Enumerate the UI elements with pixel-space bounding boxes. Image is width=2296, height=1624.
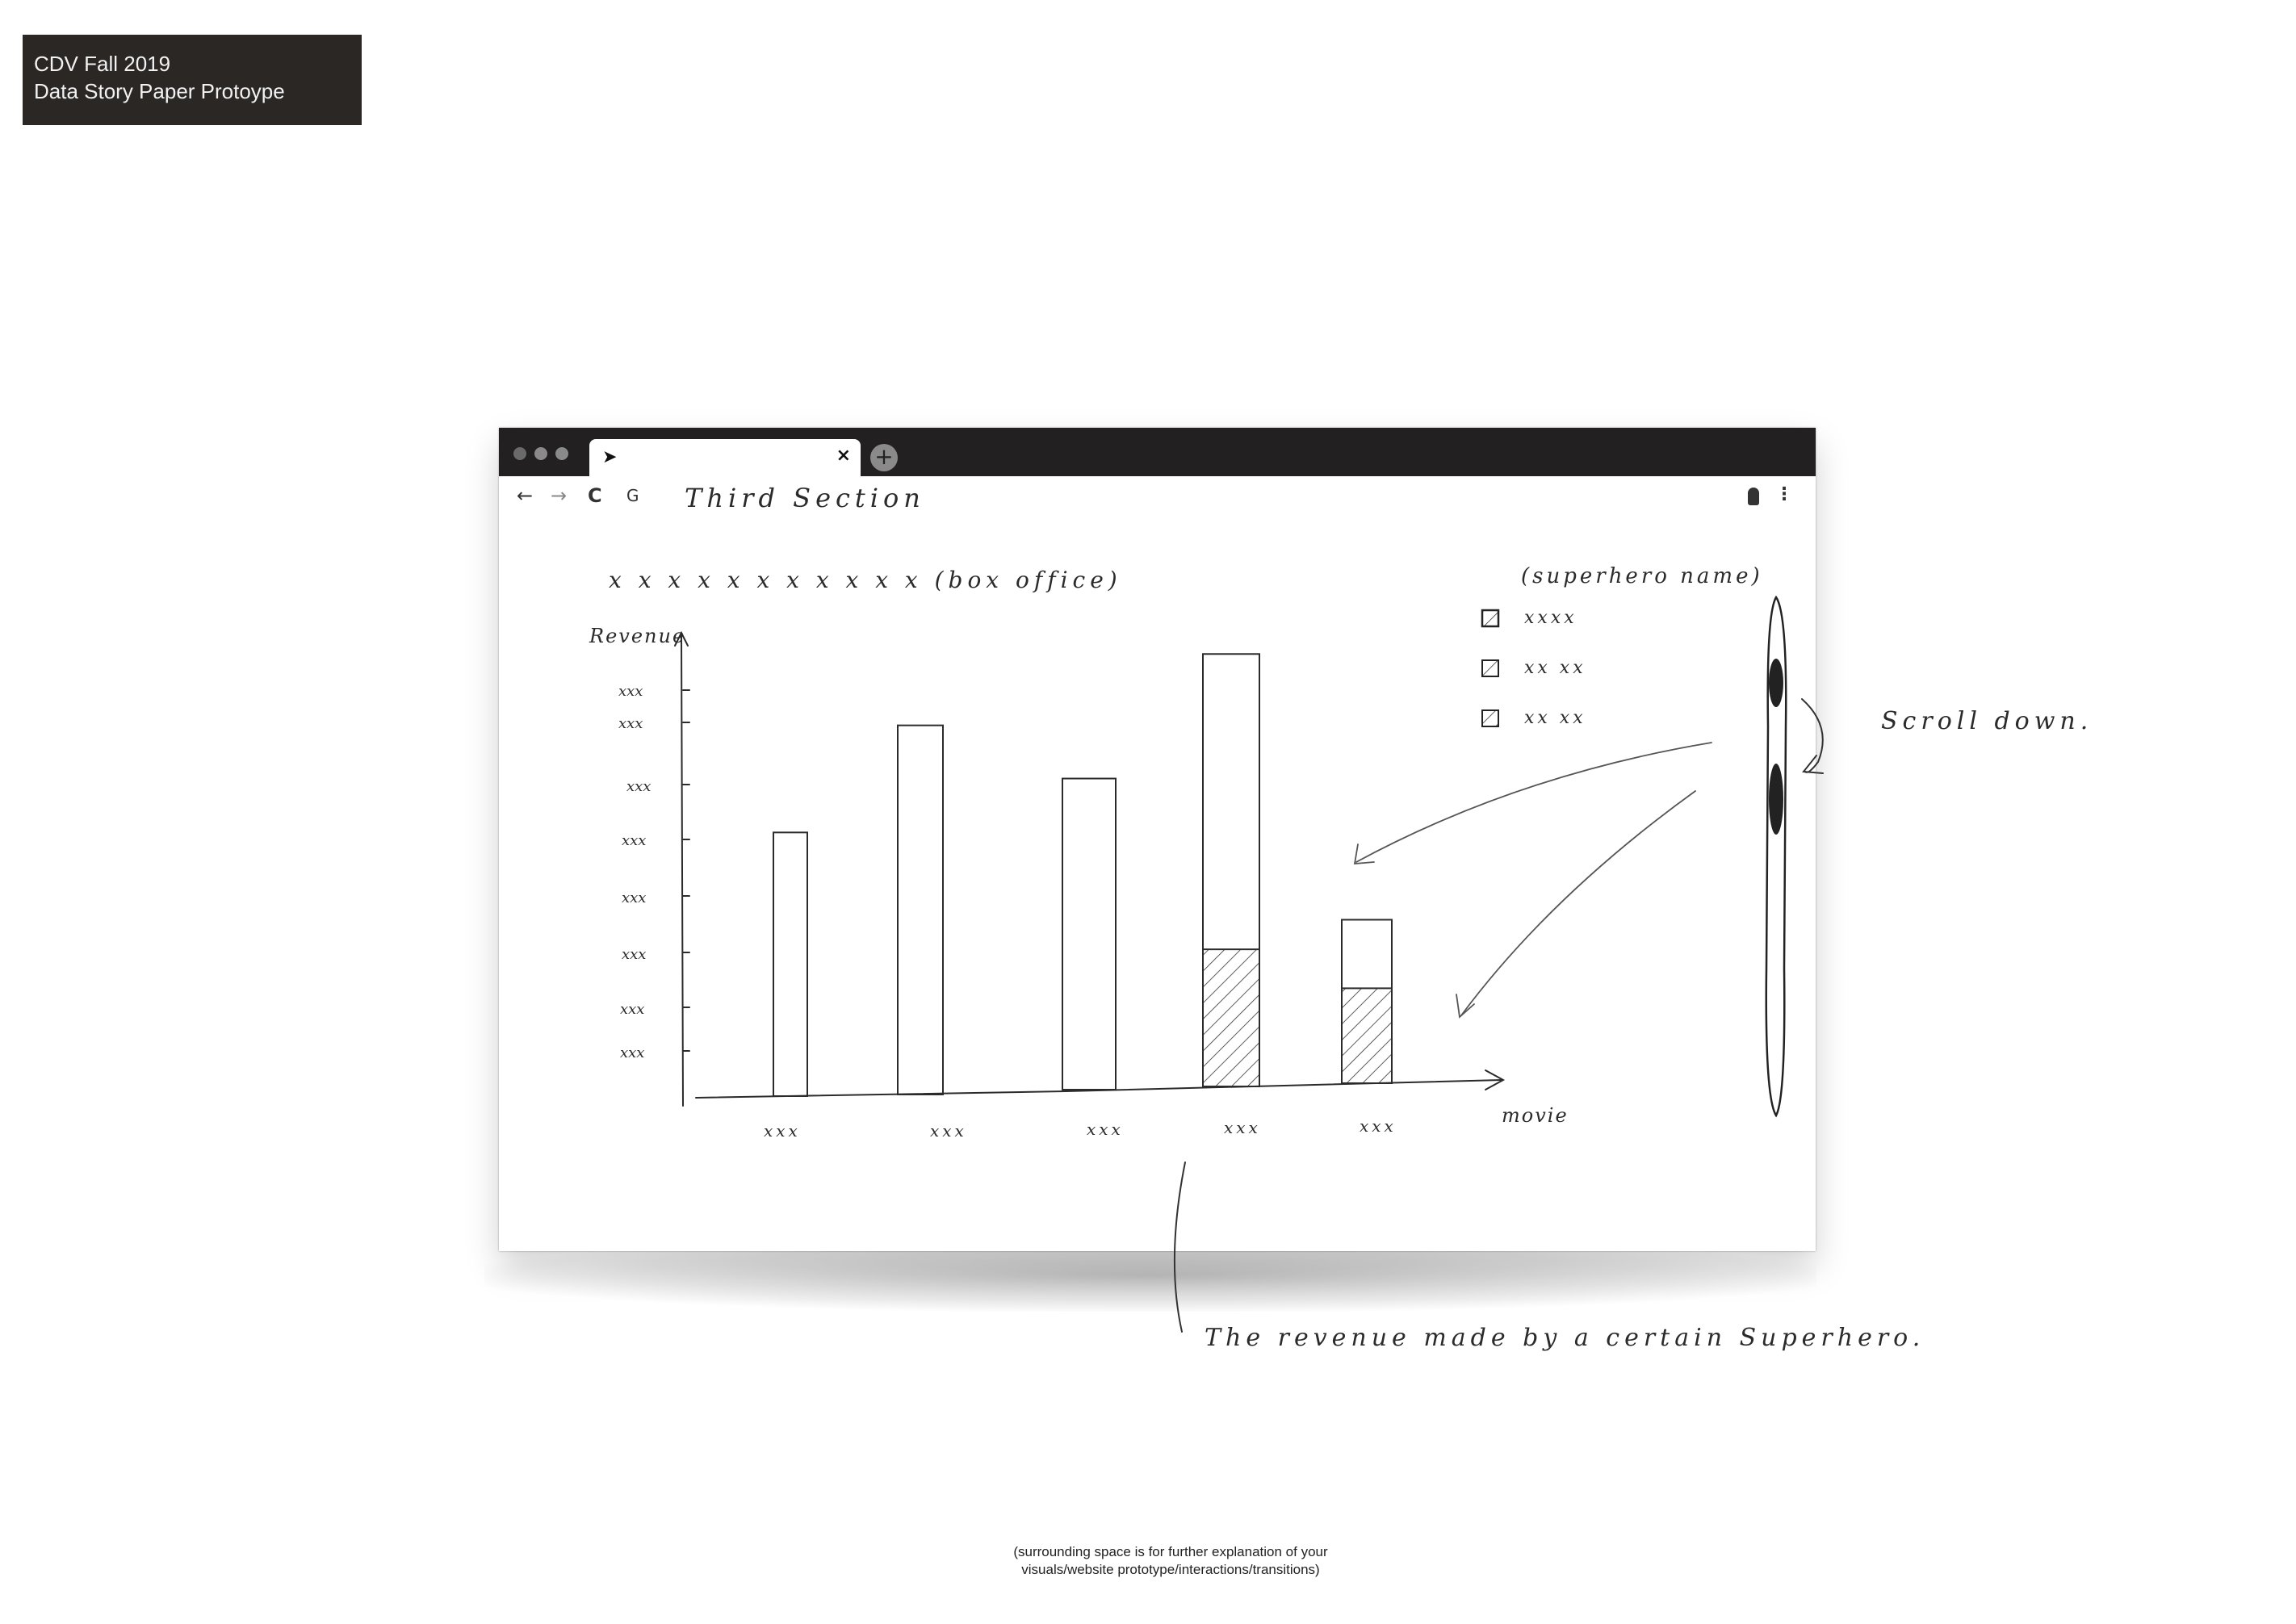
bar (773, 831, 808, 1098)
chart-title: x x x x x x x x x x x (box office) (609, 567, 1122, 593)
browser-tab[interactable]: ➤ × (589, 439, 861, 476)
bar (897, 724, 944, 1096)
y-tick-label: xxx (622, 946, 646, 963)
browser-titlebar: ➤ × + (499, 428, 1816, 476)
menu-dots-icon[interactable]: ⋮ (1775, 484, 1793, 504)
profile-avatar-icon[interactable] (1748, 488, 1759, 505)
new-tab-button[interactable]: + (870, 444, 898, 471)
legend-item: xxxx (1481, 608, 1577, 628)
pointer-arrow (1460, 790, 1696, 1016)
legend-title: (superhero name) (1521, 564, 1763, 588)
address-bar[interactable]: Third Section (685, 483, 925, 513)
footer-line-1: (surrounding space is for further explan… (1013, 1544, 1328, 1559)
pointer-arrowhead (1353, 843, 1375, 864)
y-tick-label: xxx (622, 832, 646, 849)
y-axis-title: Revenue (589, 625, 685, 647)
scroll-thumb-end[interactable] (1769, 764, 1783, 835)
cursor-arrow-icon: ➤ (602, 447, 618, 467)
browser-window: ➤ × + ← → C G Third Section ⋮ (499, 428, 1816, 1251)
reload-icon[interactable]: C (588, 484, 602, 507)
header-course: CDV Fall 2019 (34, 52, 171, 76)
x-tick-label: xxx (1360, 1116, 1397, 1136)
bars-group (773, 653, 1393, 1098)
header-box: CDV Fall 2019 Data Story Paper Protoype (23, 35, 362, 125)
legend-label: xx xx (1524, 708, 1586, 728)
google-icon: G (626, 486, 639, 505)
x-tick-label: xxx (930, 1121, 967, 1141)
scroll-curved-arrowhead (1802, 755, 1824, 774)
window-minimize-dot[interactable] (534, 447, 547, 460)
legend-swatch (1481, 609, 1500, 628)
tab-close-icon[interactable]: × (836, 446, 851, 466)
y-tick-label: xxx (618, 683, 643, 700)
scroll-annotation: Scroll down. (1881, 707, 2093, 735)
footer-line-2: visuals/website prototype/interactions/t… (1021, 1562, 1320, 1577)
note-leader-line (1173, 1161, 1186, 1333)
x-axis-arrowhead (1485, 1069, 1506, 1090)
legend-swatch (1481, 709, 1499, 727)
legend-item: xx xx (1481, 658, 1586, 678)
y-tick-label: xxx (620, 1001, 644, 1018)
y-tick-label: xxx (626, 778, 651, 795)
browser-shadow (484, 1239, 1816, 1312)
browser-toolbar: ← → C G Third Section ⋮ (499, 476, 1816, 518)
x-axis-title: movie (1502, 1104, 1569, 1127)
pointer-arrowhead (1456, 994, 1475, 1019)
y-axis-arrowhead (674, 630, 689, 647)
x-tick-label: xxx (1224, 1118, 1261, 1137)
forward-arrow-icon[interactable]: → (551, 484, 568, 507)
bar-highlight-segment (1341, 987, 1393, 1085)
revenue-note-annotation: The revenue made by a certain Superhero. (1205, 1324, 1925, 1352)
footer-note: (surrounding space is for further explan… (961, 1543, 1381, 1579)
scrollbar-sketch[interactable] (1765, 595, 1787, 1118)
y-axis (681, 634, 684, 1107)
legend-label: xxxx (1524, 608, 1577, 628)
y-tick-label: xxx (622, 889, 646, 906)
bar (1062, 777, 1117, 1090)
bar-highlight-segment (1202, 948, 1260, 1087)
legend-item: xx xx (1481, 708, 1586, 728)
y-tick-label: xxx (618, 715, 643, 732)
window-close-dot[interactable] (513, 447, 526, 460)
x-tick-label: xxx (1087, 1120, 1124, 1139)
back-arrow-icon[interactable]: ← (517, 484, 534, 507)
y-tick-label: xxx (620, 1044, 644, 1061)
pointer-arrow (1355, 742, 1712, 863)
legend-swatch (1481, 659, 1499, 677)
header-title: Data Story Paper Protoype (34, 79, 285, 103)
scroll-thumb-start[interactable] (1769, 659, 1783, 707)
legend-label: xx xx (1524, 658, 1586, 678)
x-tick-label: xxx (764, 1121, 801, 1141)
window-maximize-dot[interactable] (555, 447, 568, 460)
